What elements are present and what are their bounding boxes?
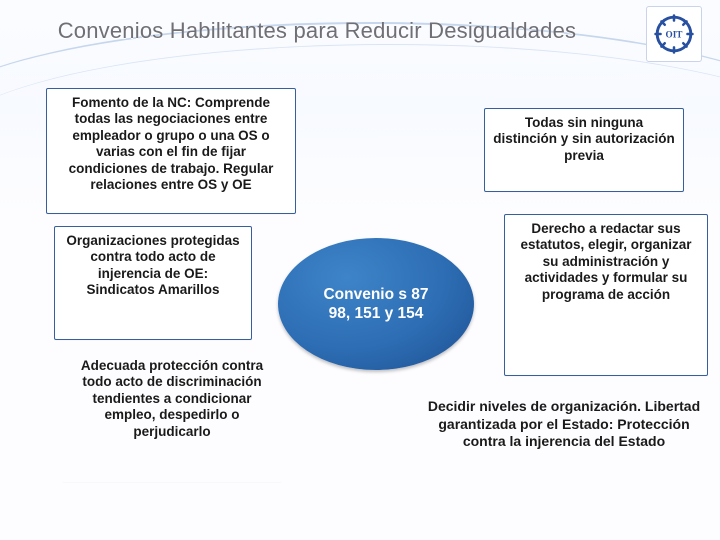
box-adecuada-proteccion: Adecuada protección contra todo acto de … (62, 352, 282, 482)
box-organizaciones: Organizaciones protegidas contra todo ac… (54, 226, 252, 340)
page-title: Convenios Habilitantes para Reducir Desi… (0, 18, 634, 44)
box-fomento-nc: Fomento de la NC: Comprende todas las ne… (46, 88, 296, 214)
slide: Convenios Habilitantes para Reducir Desi… (0, 0, 720, 540)
text-decidir-niveles: Decidir niveles de organización. Liberta… (424, 398, 704, 451)
box-derecho-estatutos: Derecho a redactar sus estatutos, elegir… (504, 214, 708, 376)
center-oval-label: Convenio s 8798, 151 y 154 (323, 285, 428, 324)
oit-logo-icon: OIT (653, 13, 695, 55)
svg-text:OIT: OIT (666, 29, 684, 39)
center-oval-convenios: Convenio s 8798, 151 y 154 (278, 238, 474, 370)
box-sin-distincion: Todas sin ninguna distinción y sin autor… (484, 108, 684, 192)
oit-logo: OIT (646, 6, 702, 62)
